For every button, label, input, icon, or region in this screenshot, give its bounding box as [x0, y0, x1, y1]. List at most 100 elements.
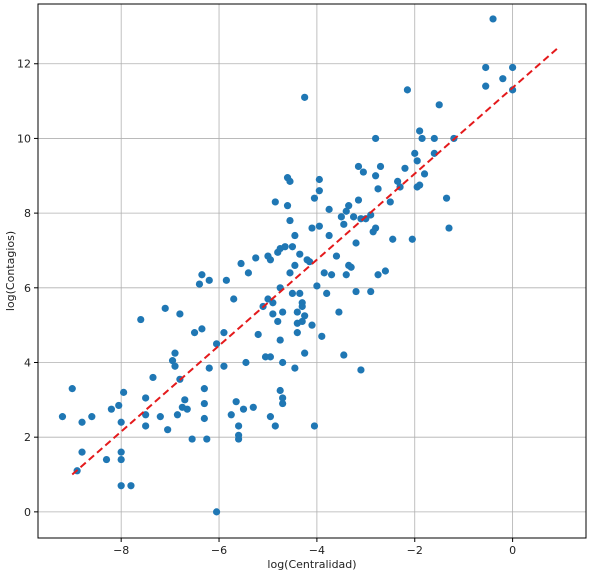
data-point [205, 364, 213, 372]
data-point [403, 86, 412, 94]
data-point [367, 287, 375, 296]
data-point [310, 194, 319, 202]
y-tick-label: 10 [17, 132, 31, 145]
data-point [394, 177, 402, 185]
data-point [349, 213, 358, 221]
data-point [337, 213, 345, 221]
data-point [482, 63, 490, 72]
data-point [310, 422, 319, 430]
data-point [276, 336, 284, 344]
data-point [230, 295, 238, 303]
data-point [315, 187, 323, 195]
data-point [372, 224, 380, 232]
data-point [347, 263, 355, 271]
data-point [357, 366, 365, 374]
data-point [318, 332, 326, 340]
data-point [354, 162, 363, 171]
y-axis-ticks: 0 2 4 6 8 10 12 [17, 58, 38, 519]
data-point [430, 134, 438, 143]
data-point [313, 282, 321, 290]
data-point [274, 317, 282, 326]
data-point [325, 205, 333, 213]
data-point [332, 252, 341, 260]
data-point [279, 308, 287, 316]
data-point [227, 411, 235, 419]
data-point [345, 202, 353, 210]
data-point [235, 435, 243, 443]
data-point [376, 162, 385, 171]
data-point [198, 325, 206, 333]
data-point [149, 373, 157, 382]
data-point [115, 401, 123, 410]
data-point [271, 422, 279, 430]
y-tick-label: 6 [24, 282, 31, 295]
data-point [499, 75, 507, 83]
data-point [68, 385, 76, 393]
data-point [188, 435, 196, 443]
data-point [120, 388, 128, 396]
data-point [308, 321, 316, 329]
x-tick-label: 0 [509, 544, 516, 557]
y-tick-label: 2 [24, 431, 31, 444]
data-point [88, 413, 96, 421]
data-point [372, 172, 380, 180]
data-point [340, 220, 348, 228]
data-point [117, 418, 125, 426]
y-tick-label: 8 [24, 207, 31, 220]
data-point [372, 134, 380, 143]
data-point [249, 403, 257, 411]
data-point [239, 405, 248, 413]
data-point [291, 364, 299, 372]
data-point [252, 254, 260, 262]
data-point [222, 276, 230, 284]
data-point [420, 170, 429, 178]
y-tick-label: 4 [24, 356, 31, 369]
x-tick-label: −6 [211, 544, 227, 557]
data-point [352, 239, 360, 247]
data-point [137, 315, 145, 324]
data-point [482, 82, 490, 90]
data-point [142, 422, 150, 430]
data-point [374, 271, 382, 279]
data-point [362, 215, 370, 223]
data-point [367, 211, 375, 219]
data-point [445, 224, 453, 232]
data-point [198, 271, 206, 279]
data-point [325, 231, 333, 240]
data-point [127, 482, 135, 490]
data-point [416, 181, 424, 189]
data-point [266, 256, 275, 264]
data-point [78, 418, 86, 426]
data-point [235, 422, 243, 430]
data-point [286, 177, 294, 185]
data-point [212, 508, 221, 516]
fit-line [71, 46, 560, 476]
data-point [142, 394, 150, 402]
data-point [342, 271, 350, 279]
data-point [411, 149, 419, 157]
data-point [315, 222, 323, 230]
data-point [413, 157, 421, 165]
data-point [102, 455, 111, 464]
data-point [107, 405, 115, 413]
data-point [386, 198, 394, 206]
data-point [296, 289, 304, 298]
data-point [269, 310, 277, 318]
data-point [308, 224, 316, 232]
data-point [354, 196, 363, 204]
data-point [418, 134, 426, 143]
data-point [117, 482, 125, 490]
data-point [269, 299, 277, 307]
data-point [401, 164, 409, 172]
data-point [281, 243, 289, 251]
data-point [203, 435, 211, 443]
data-point [190, 329, 199, 337]
x-axis-ticks: −8 −6 −4 −2 0 [113, 538, 516, 557]
data-point [301, 349, 309, 357]
data-point [489, 15, 497, 23]
data-point [416, 127, 424, 135]
data-point [78, 448, 86, 456]
data-point [161, 304, 169, 312]
data-point [171, 362, 179, 370]
data-point [276, 386, 284, 395]
